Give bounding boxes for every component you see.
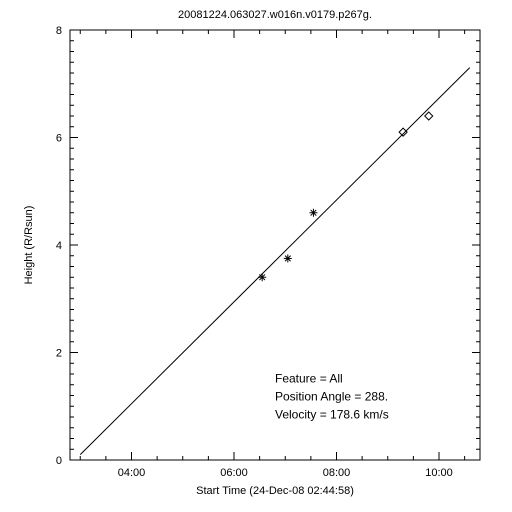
marker-asterisk	[309, 209, 317, 217]
y-tick-label: 6	[56, 133, 62, 145]
chart-container: 20081224.063027.w016n.v0179.p267g. 04:00 0…	[0, 0, 512, 512]
annotation-position-angle: Position Angle = 288.	[275, 390, 388, 404]
y-tick-label: 8	[56, 25, 62, 37]
marker-asterisk	[258, 273, 266, 281]
annotation-feature: Feature = All	[275, 372, 343, 386]
x-tick-label: 08:00	[323, 467, 351, 479]
marker-diamond	[399, 128, 407, 136]
x-tick-label: 10:00	[425, 467, 453, 479]
x-tick-label: 04:00	[118, 467, 146, 479]
y-tick-label: 0	[56, 455, 62, 467]
y-axis-label: Height (R/Rsun)	[23, 206, 35, 285]
annotation-velocity: Velocity = 178.6 km/s	[275, 408, 389, 422]
y-tick-label: 2	[56, 348, 62, 360]
marker-asterisk	[284, 254, 292, 262]
y-tick-label: 4	[56, 240, 62, 252]
x-tick-label: 06:00	[220, 467, 248, 479]
marker-diamond	[425, 112, 433, 120]
chart-svg: 20081224.063027.w016n.v0179.p267g. 04:00 0…	[0, 0, 512, 512]
x-axis-label: Start Time (24-Dec-08 02:44:58)	[196, 485, 354, 497]
chart-title: 20081224.063027.w016n.v0179.p267g.	[178, 9, 372, 21]
